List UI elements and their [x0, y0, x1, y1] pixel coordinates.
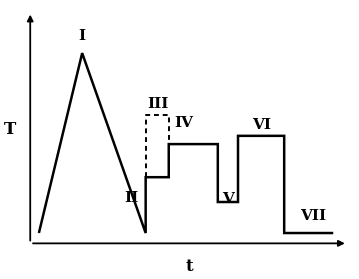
Text: III: III — [147, 97, 168, 111]
Text: t: t — [185, 258, 193, 275]
Text: II: II — [124, 191, 139, 205]
Text: VII: VII — [300, 209, 326, 223]
Text: IV: IV — [174, 116, 194, 130]
Text: V: V — [222, 192, 234, 206]
Text: T: T — [4, 121, 16, 138]
Text: I: I — [79, 29, 86, 43]
Text: VI: VI — [252, 118, 271, 132]
